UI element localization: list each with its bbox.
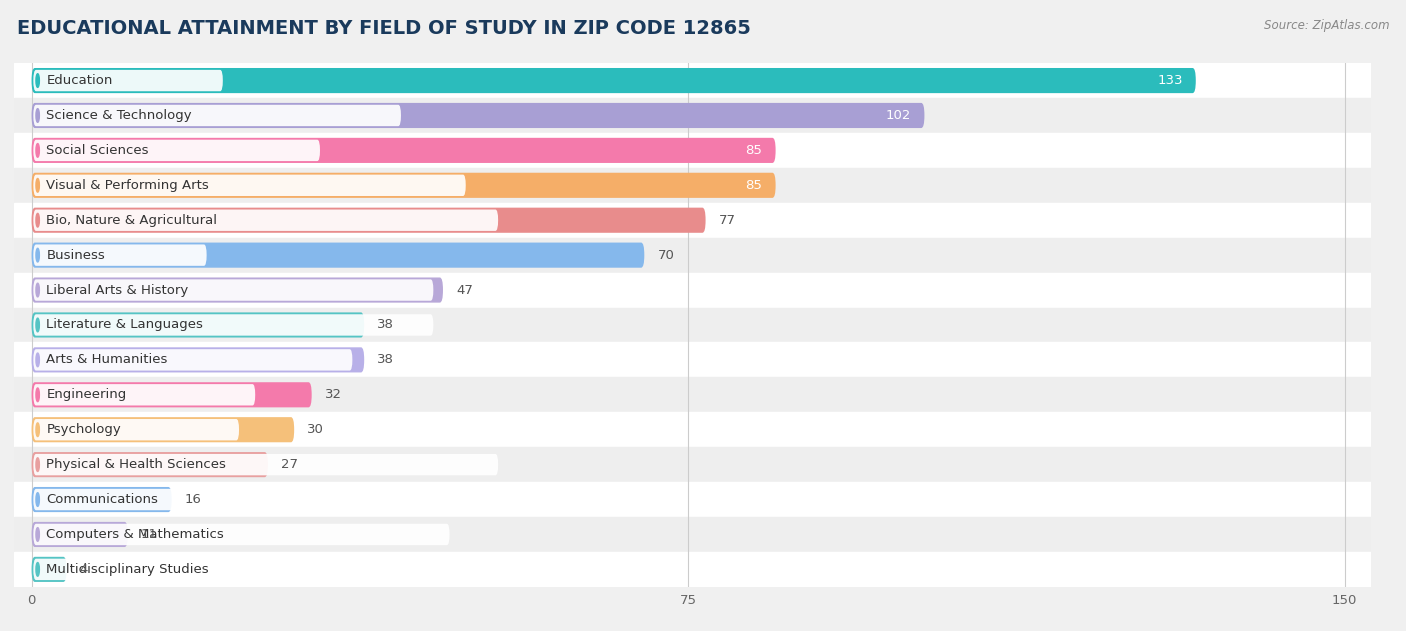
Text: Literature & Languages: Literature & Languages [46,319,204,331]
Circle shape [37,213,39,227]
Bar [14,63,1371,98]
Bar [14,307,1371,343]
FancyBboxPatch shape [34,139,321,161]
FancyBboxPatch shape [31,242,644,268]
FancyBboxPatch shape [31,68,1195,93]
Text: 27: 27 [281,458,298,471]
FancyBboxPatch shape [34,454,498,475]
Bar [14,133,1371,168]
Text: 16: 16 [184,493,201,506]
Text: 70: 70 [658,249,675,262]
Text: 102: 102 [886,109,911,122]
Bar [14,273,1371,307]
Text: 38: 38 [377,353,394,367]
Text: 47: 47 [456,283,472,297]
FancyBboxPatch shape [34,524,450,545]
Text: Psychology: Psychology [46,423,121,436]
FancyBboxPatch shape [31,103,924,128]
FancyBboxPatch shape [31,278,443,303]
Circle shape [37,74,39,88]
Bar [14,517,1371,552]
Text: Bio, Nature & Agricultural: Bio, Nature & Agricultural [46,214,218,227]
FancyBboxPatch shape [34,419,239,440]
Circle shape [37,457,39,471]
Circle shape [37,562,39,576]
Circle shape [37,493,39,507]
Text: Engineering: Engineering [46,388,127,401]
Text: Physical & Health Sciences: Physical & Health Sciences [46,458,226,471]
Text: EDUCATIONAL ATTAINMENT BY FIELD OF STUDY IN ZIP CODE 12865: EDUCATIONAL ATTAINMENT BY FIELD OF STUDY… [17,19,751,38]
Circle shape [37,143,39,157]
Circle shape [37,528,39,541]
Text: Science & Technology: Science & Technology [46,109,193,122]
Text: Education: Education [46,74,112,87]
Bar [14,447,1371,482]
Circle shape [37,248,39,262]
FancyBboxPatch shape [34,280,433,301]
FancyBboxPatch shape [34,105,401,126]
Text: 77: 77 [718,214,735,227]
FancyBboxPatch shape [31,487,172,512]
Circle shape [37,109,39,122]
FancyBboxPatch shape [34,489,304,510]
Bar [14,552,1371,587]
FancyBboxPatch shape [34,244,207,266]
Bar [14,98,1371,133]
FancyBboxPatch shape [31,312,364,338]
FancyBboxPatch shape [31,382,312,408]
FancyBboxPatch shape [31,347,364,372]
Circle shape [37,353,39,367]
FancyBboxPatch shape [31,522,128,547]
Text: 30: 30 [308,423,325,436]
FancyBboxPatch shape [31,208,706,233]
FancyBboxPatch shape [34,384,256,406]
FancyBboxPatch shape [31,557,66,582]
Text: 133: 133 [1157,74,1182,87]
Circle shape [37,318,39,332]
FancyBboxPatch shape [34,209,498,231]
Text: Arts & Humanities: Arts & Humanities [46,353,167,367]
Circle shape [37,388,39,402]
Text: Business: Business [46,249,105,262]
Text: 38: 38 [377,319,394,331]
Bar [14,343,1371,377]
Circle shape [37,179,39,192]
FancyBboxPatch shape [34,70,222,91]
FancyBboxPatch shape [34,314,433,336]
Text: 85: 85 [745,144,762,157]
Text: 4: 4 [80,563,89,576]
Bar [14,203,1371,238]
Text: Visual & Performing Arts: Visual & Performing Arts [46,179,209,192]
FancyBboxPatch shape [34,175,465,196]
Text: Source: ZipAtlas.com: Source: ZipAtlas.com [1264,19,1389,32]
Bar [14,412,1371,447]
Text: 85: 85 [745,179,762,192]
Text: 32: 32 [325,388,342,401]
Bar [14,238,1371,273]
Text: Multidisciplinary Studies: Multidisciplinary Studies [46,563,209,576]
FancyBboxPatch shape [34,349,353,370]
FancyBboxPatch shape [31,452,269,477]
Text: Social Sciences: Social Sciences [46,144,149,157]
FancyBboxPatch shape [31,417,294,442]
Text: Liberal Arts & History: Liberal Arts & History [46,283,188,297]
Text: 11: 11 [141,528,157,541]
FancyBboxPatch shape [34,558,482,580]
Bar [14,482,1371,517]
Text: Communications: Communications [46,493,159,506]
FancyBboxPatch shape [31,138,776,163]
Bar [14,377,1371,412]
Circle shape [37,283,39,297]
Bar [14,168,1371,203]
FancyBboxPatch shape [31,173,776,198]
Circle shape [37,423,39,437]
Text: Computers & Mathematics: Computers & Mathematics [46,528,224,541]
